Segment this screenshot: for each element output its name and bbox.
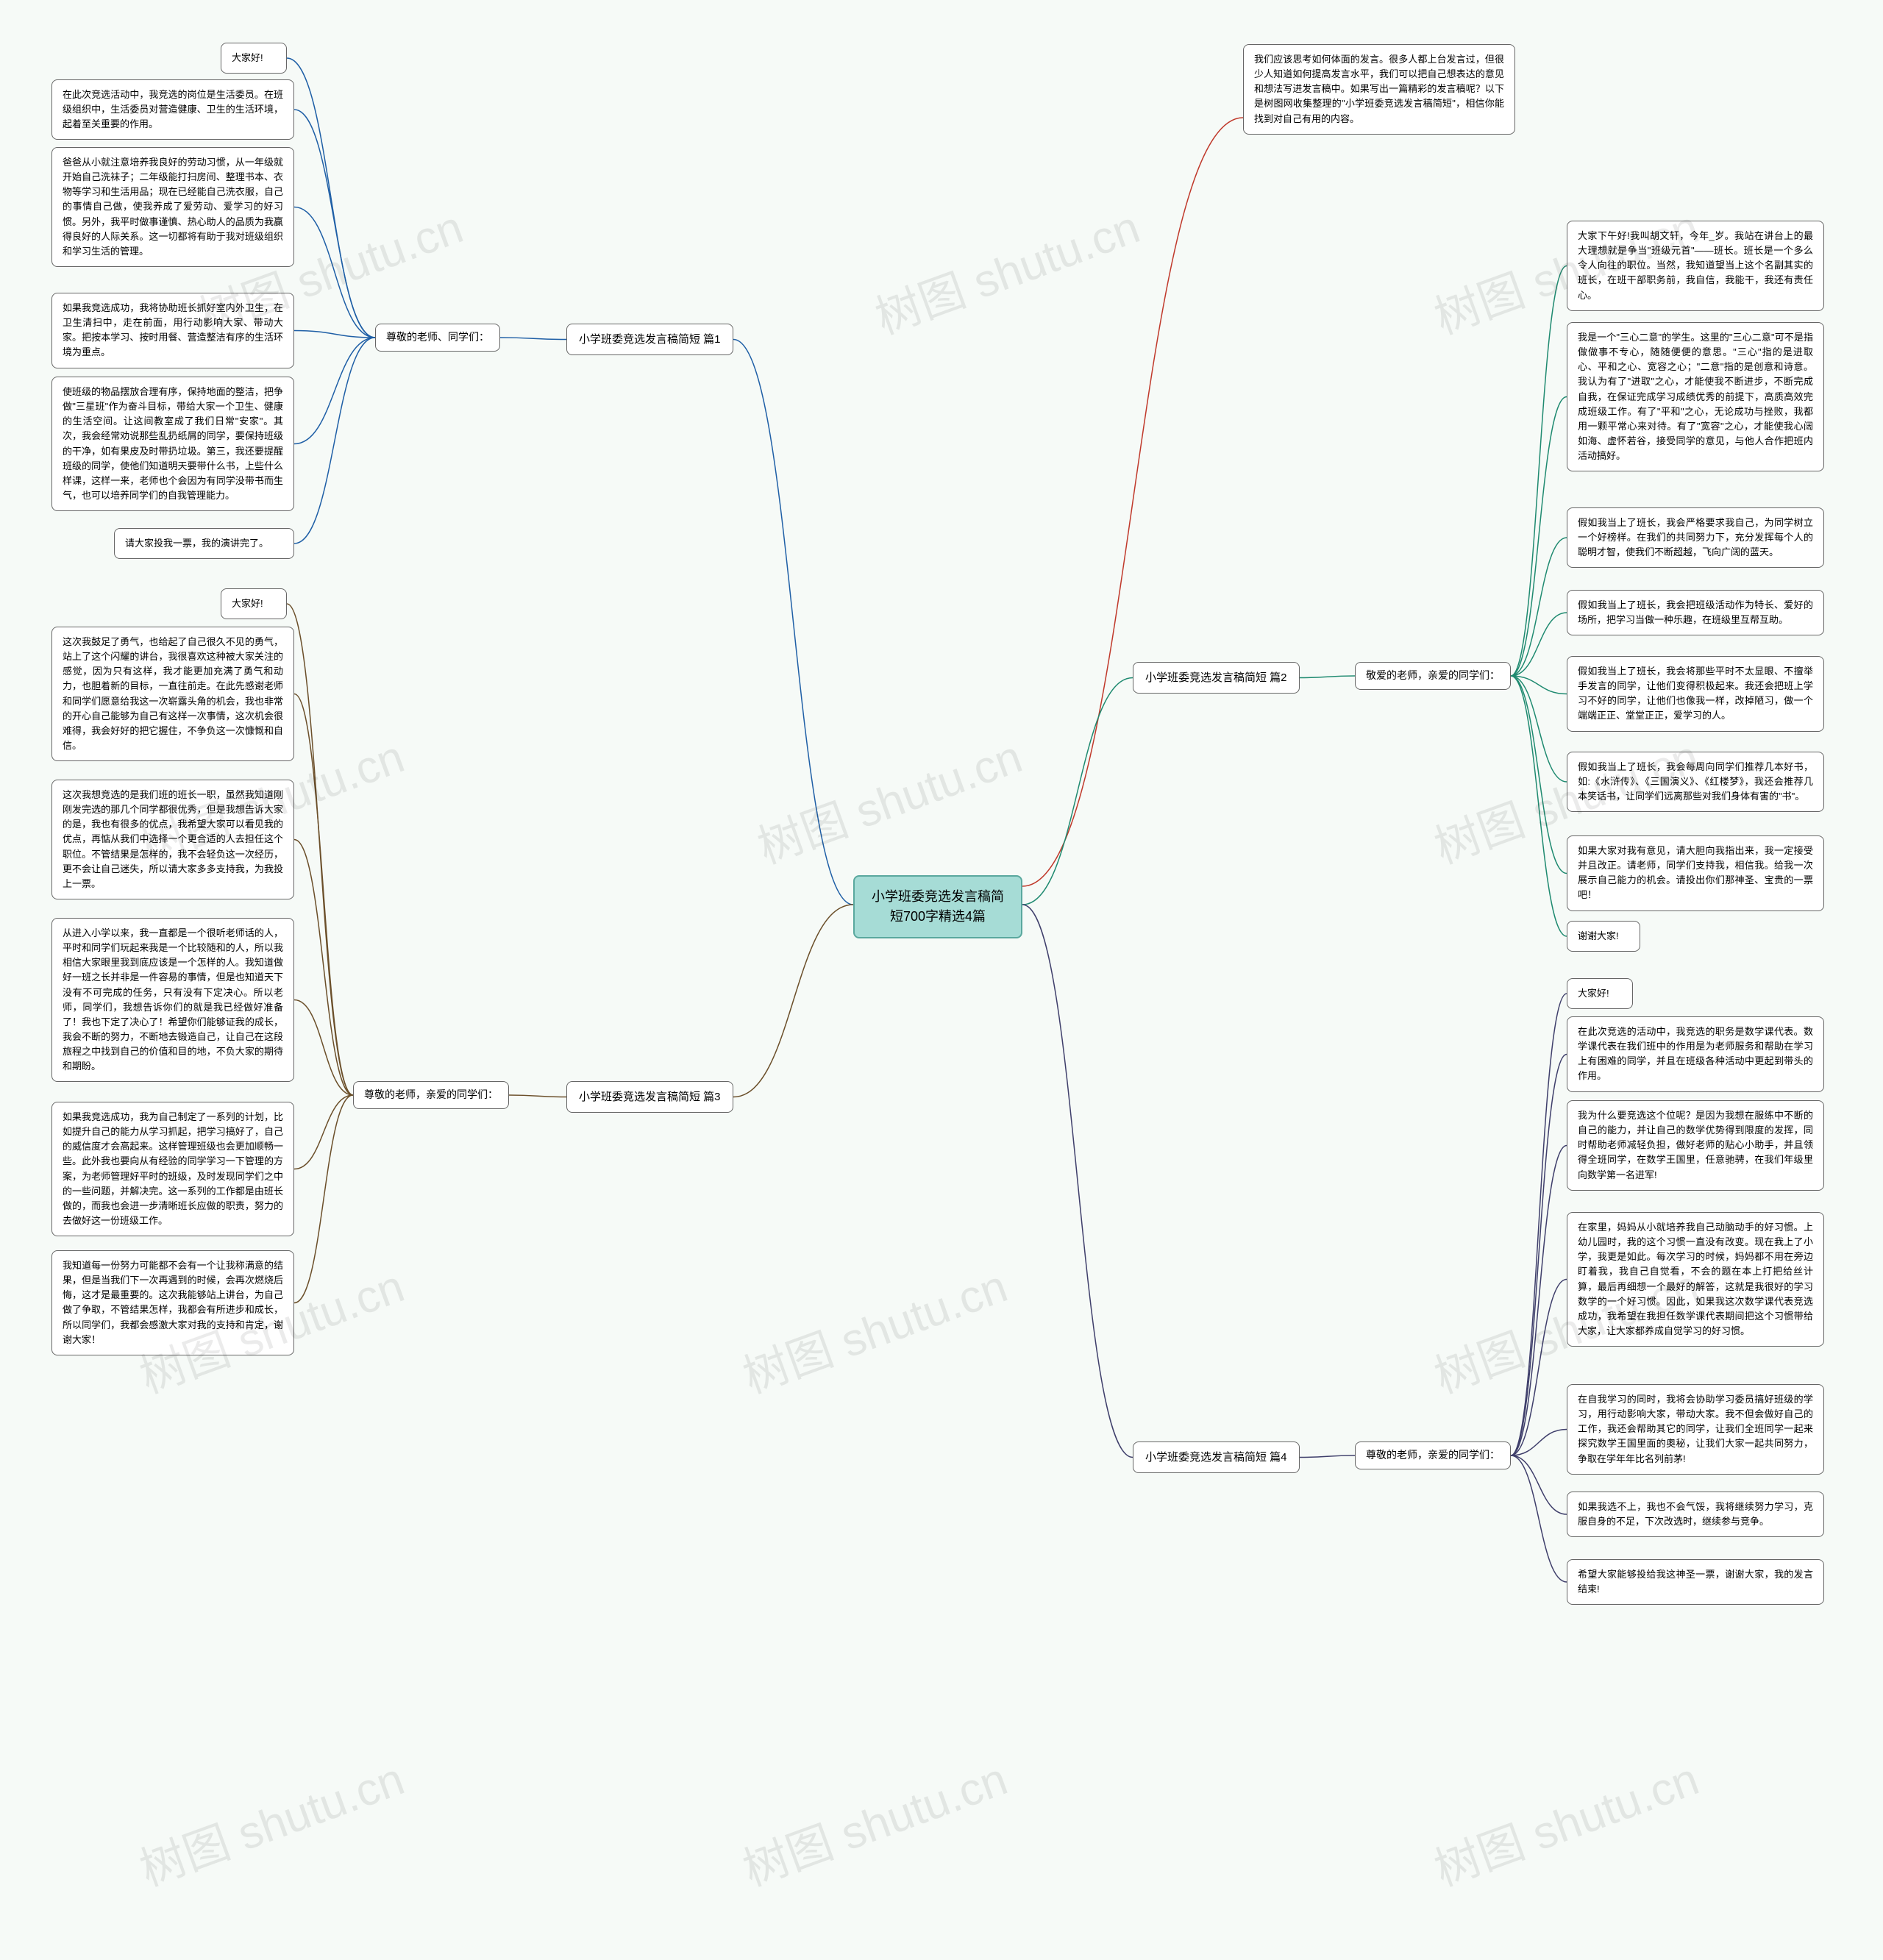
center-node: 小学班委竞选发言稿简短700字精选4篇 [853,875,1022,938]
watermark: 树图 shutu.cn [865,190,1147,346]
leaf-b4-5: 如果我选不上，我也不会气馁，我将继续努力学习，克服自身的不足，下次改选时，继续参… [1567,1492,1824,1537]
branch-b4: 小学班委竞选发言稿简短 篇4 [1133,1442,1300,1473]
sub-b1: 尊敬的老师、同学们： [375,324,500,352]
leaf-b3-2: 这次我想竞选的是我们班的班长一职，虽然我知道刚刚发完选的那几个同学都很优秀，但是… [51,780,294,899]
leaf-b3-1: 这次我鼓足了勇气，也给起了自己很久不见的勇气，站上了这个闪耀的讲台，我很喜欢这种… [51,627,294,761]
leaf-b3-4: 如果我竞选成功，我为自己制定了一系列的计划，比如提升自己的能力从学习抓起，把学习… [51,1102,294,1236]
watermark: 树图 shutu.cn [747,719,1030,876]
leaf-b2-7: 谢谢大家! [1567,921,1640,952]
leaf-b1-5: 请大家投我一票，我的演讲完了。 [114,528,294,559]
leaf-b4-1: 在此次竞选的活动中，我竞选的职务是数学课代表。数学课代表在我们班中的作用是为老师… [1567,1016,1824,1092]
leaf-b4-2: 我为什么要竞选这个位呢？是因为我想在服练中不断的自己的能力，并让自己的数学优势得… [1567,1100,1824,1191]
leaf-b2-3: 假如我当上了班长，我会把班级活动作为特长、爱好的场所，把学习当做一种乐趣，在班级… [1567,590,1824,635]
leaf-b4-0: 大家好! [1567,978,1633,1009]
leaf-b2-6: 如果大家对我有意见，请大胆向我指出来，我一定接受并且改正。请老师，同学们支持我，… [1567,835,1824,911]
leaf-b2-4: 假如我当上了班长，我会将那些平时不太显眼、不擅举手发言的同学，让他们变得积极起来… [1567,656,1824,732]
leaf-b2-5: 假如我当上了班长，我会每周向同学们推荐几本好书，如:《水浒传》、《三国演义》、《… [1567,752,1824,812]
leaf-b2-2: 假如我当上了班长，我会严格要求我自己，为同学树立一个好榜样。在我们的共同努力下，… [1567,507,1824,568]
leaf-b1-4: 使班级的物品摆放合理有序，保持地面的整洁，把争做"三星班"作为奋斗目标，带给大家… [51,377,294,511]
watermark: 树图 shutu.cn [733,1742,1015,1898]
sub-b3: 尊敬的老师，亲爱的同学们： [353,1081,509,1109]
leaf-b1-1: 在此次竞选活动中，我竞选的岗位是生活委员。在班级组织中，生活委员对营造健康、卫生… [51,79,294,140]
sub-b4: 尊敬的老师，亲爱的同学们： [1355,1442,1511,1469]
intro-node: 我们应该思考如何体面的发言。很多人都上台发言过，但很少人知道如何提高发言水平，我… [1243,44,1515,135]
sub-b2: 敬爱的老师，亲爱的同学们： [1355,662,1511,690]
leaf-b4-3: 在家里，妈妈从小就培养我自己动脑动手的好习惯。上幼儿园时，我的这个习惯一直没有改… [1567,1212,1824,1347]
leaf-b1-0: 大家好! [221,43,287,74]
watermark: 树图 shutu.cn [733,1249,1015,1405]
watermark: 树图 shutu.cn [1424,1742,1706,1898]
branch-b2: 小学班委竞选发言稿简短 篇2 [1133,662,1300,694]
leaf-b2-1: 我是一个"三心二意"的学生。这里的"三心二意"可不是指做做事不专心，随随便便的意… [1567,322,1824,471]
watermark: 树图 shutu.cn [129,1742,412,1898]
leaf-b4-4: 在自我学习的同时，我将会协助学习委员搞好班级的学习，用行动影响大家，带动大家。我… [1567,1384,1824,1475]
leaf-b3-3: 从进入小学以来，我一直都是一个很听老师话的人，平时和同学们玩起来我是一个比较随和… [51,918,294,1082]
branch-b3: 小学班委竞选发言稿简短 篇3 [566,1081,733,1113]
branch-b1: 小学班委竞选发言稿简短 篇1 [566,324,733,355]
leaf-b4-6: 希望大家能够投给我这神圣一票，谢谢大家，我的发言结束! [1567,1559,1824,1605]
leaf-b1-2: 爸爸从小就注意培养我良好的劳动习惯，从一年级就开始自己洗袜子；二年级能打扫房间、… [51,147,294,267]
leaf-b3-0: 大家好! [221,588,287,619]
leaf-b1-3: 如果我竞选成功，我将协助班长抓好室内外卫生，在卫生清扫中，走在前面，用行动影响大… [51,293,294,368]
leaf-b2-0: 大家下午好!我叫胡文轩，今年_岁。我站在讲台上的最大理想就是争当"班级元首"——… [1567,221,1824,311]
leaf-b3-5: 我知道每一份努力可能都不会有一个让我称满意的结果，但是当我们下一次再遇到的时候，… [51,1250,294,1355]
